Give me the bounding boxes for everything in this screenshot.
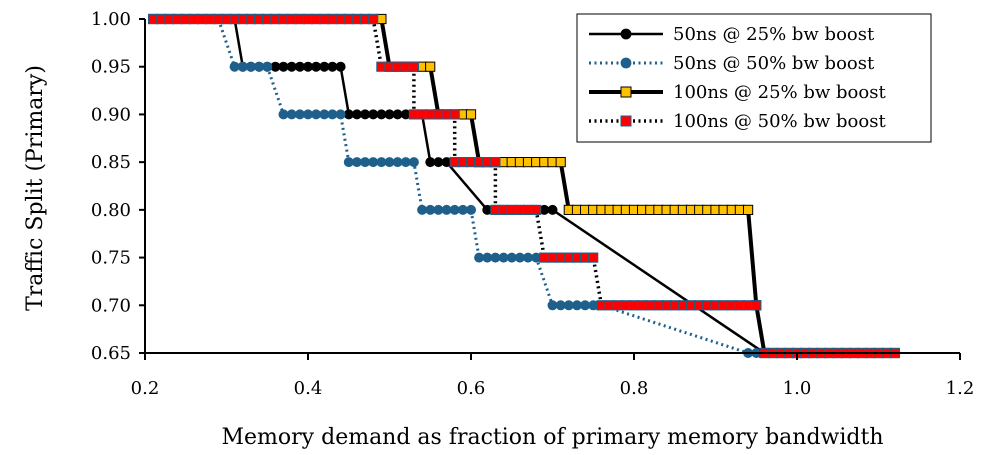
data-point bbox=[555, 157, 566, 168]
data-point bbox=[408, 157, 419, 168]
series-layer bbox=[148, 13, 900, 359]
x-tick-label: 1.2 bbox=[946, 378, 975, 399]
data-point bbox=[368, 13, 379, 25]
y-tick-label: 1.00 bbox=[91, 9, 131, 30]
data-point bbox=[262, 61, 273, 72]
legend-label: 50ns @ 50% bw boost bbox=[673, 53, 875, 74]
y-tick-label: 0.95 bbox=[91, 57, 131, 78]
x-tick-label: 1.0 bbox=[783, 378, 812, 399]
data-point bbox=[490, 157, 501, 168]
legend-label: 50ns @ 25% bw boost bbox=[673, 24, 875, 45]
legend: 50ns @ 25% bw boost 50ns @ 50% bw boost 10… bbox=[576, 13, 932, 143]
axes-layer bbox=[144, 19, 960, 354]
legend-swatch-marker bbox=[620, 115, 632, 127]
data-point bbox=[425, 61, 436, 72]
data-point bbox=[449, 109, 460, 120]
x-tick-label: 0.6 bbox=[457, 378, 486, 399]
x-axis-title: Memory demand as fraction of primary mem… bbox=[222, 425, 884, 450]
y-tick-label: 0.90 bbox=[91, 104, 131, 125]
data-point bbox=[547, 204, 558, 215]
data-point bbox=[588, 252, 599, 263]
y-tick-label: 0.75 bbox=[91, 248, 131, 269]
data-point bbox=[335, 61, 346, 72]
data-point bbox=[743, 204, 754, 216]
data-point bbox=[531, 204, 542, 216]
data-point bbox=[465, 109, 477, 120]
data-point bbox=[335, 109, 346, 120]
data-point bbox=[465, 204, 476, 215]
series-line bbox=[153, 17, 895, 355]
y-axis-title: Traffic Split (Primary) bbox=[23, 65, 48, 311]
y-tick-label: 0.85 bbox=[91, 152, 131, 173]
x-tick-label: 0.2 bbox=[131, 378, 160, 399]
series-line bbox=[153, 17, 895, 355]
y-tick-label: 0.65 bbox=[91, 343, 131, 364]
y-tick-label: 0.80 bbox=[91, 200, 131, 221]
legend-box bbox=[576, 13, 932, 143]
legend-label: 100ns @ 50% bw boost bbox=[673, 111, 886, 132]
legend-swatch-marker bbox=[620, 86, 632, 98]
y-tick-label: 0.70 bbox=[91, 295, 131, 316]
ticks-layer: 0.2 0.4 0.6 0.8 1.0 1.2 0.65 0.70 0.75 0.80 0.85 0.… bbox=[91, 9, 974, 399]
data-point bbox=[408, 61, 419, 72]
x-tick-label: 0.4 bbox=[294, 378, 323, 399]
legend-swatch-marker bbox=[620, 28, 632, 40]
data-point bbox=[751, 300, 762, 311]
legend-label: 100ns @ 25% bw boost bbox=[673, 82, 886, 103]
x-tick-label: 0.8 bbox=[620, 378, 649, 399]
legend-swatch-marker bbox=[620, 57, 632, 69]
